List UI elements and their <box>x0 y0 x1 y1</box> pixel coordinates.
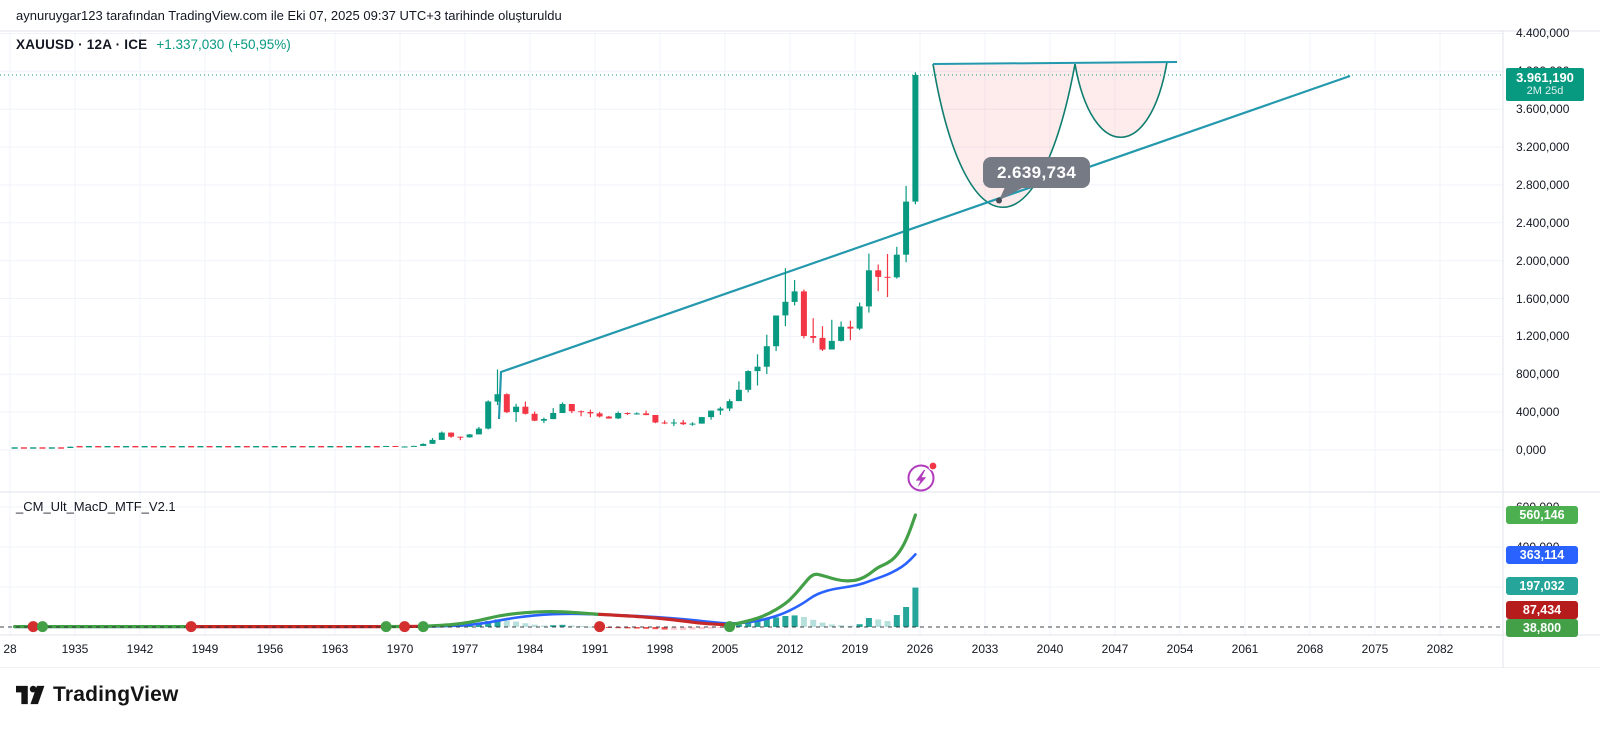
price-axis-label: 400,000 <box>1516 405 1560 420</box>
tradingview-logo[interactable]: TradingView <box>16 682 179 708</box>
time-axis-label: 2026 <box>906 642 934 656</box>
symbol-title: XAUUSD · 12A · ICE <box>16 37 148 52</box>
attribution-text: aynuruygar123 tarafından TradingView.com… <box>16 8 562 23</box>
current-price-value: 3.961,190 <box>1516 70 1574 85</box>
time-axis-label: 28 <box>3 642 17 656</box>
time-axis-label: 1942 <box>126 642 154 656</box>
time-axis-label: 2075 <box>1361 642 1389 656</box>
time-axis-label: 2012 <box>776 642 804 656</box>
time-axis-label: 2019 <box>841 642 869 656</box>
time-axis-label: 2040 <box>1036 642 1064 656</box>
price-axis-label: 0,000 <box>1516 443 1547 457</box>
price-axis-label: 4.400,000 <box>1516 26 1570 41</box>
price-axis-label: 3.200,000 <box>1516 140 1570 155</box>
time-axis-label: 2033 <box>971 642 999 656</box>
price-axis-label: 1.200,000 <box>1516 329 1570 344</box>
time-axis-label: 1935 <box>61 642 89 656</box>
footer: TradingView <box>0 668 1600 745</box>
current-price-badge: 3.961,190 2M 25d <box>1506 68 1584 101</box>
tradingview-logo-icon <box>16 685 45 705</box>
tooltip-price: 2.639,734 <box>997 163 1077 182</box>
time-axis-label: 2068 <box>1296 642 1324 656</box>
price-axis-label: 800,000 <box>1516 367 1560 382</box>
price-axis-label: 1.600,000 <box>1516 291 1570 306</box>
time-axis-label: 1956 <box>256 642 284 656</box>
indicator-value-badge: 560,146 <box>1506 506 1578 524</box>
time-axis-label: 1991 <box>581 642 609 656</box>
time-axis-label: 2047 <box>1101 642 1129 656</box>
price-tooltip: 2.639,734 <box>983 157 1091 188</box>
time-axis-label: 2054 <box>1166 642 1194 656</box>
time-axis-label: 2005 <box>711 642 739 656</box>
time-axis-label: 2082 <box>1426 642 1454 656</box>
time-axis-label: 2061 <box>1231 642 1259 656</box>
price-axis-label: 3.600,000 <box>1516 102 1570 117</box>
candle-countdown: 2M 25d <box>1526 85 1564 97</box>
indicator-value-badge: 38,800 <box>1506 619 1578 637</box>
indicator-value-badge: 87,434 <box>1506 601 1578 619</box>
flash-icon <box>907 461 938 492</box>
indicator-value-badge: 197,032 <box>1506 577 1578 595</box>
tradingview-logo-text: TradingView <box>53 683 179 706</box>
time-axis-label: 1977 <box>451 642 479 656</box>
indicator-value-badge: 363,114 <box>1506 546 1578 564</box>
time-axis-label: 1949 <box>191 642 219 656</box>
indicator-title[interactable]: _CM_Ult_MacD_MTF_V2.1 <box>16 499 176 514</box>
price-axis-label: 2.800,000 <box>1516 177 1570 192</box>
time-axis-label: 1998 <box>646 642 674 656</box>
chart-canvas[interactable] <box>0 0 1600 668</box>
price-axis-label: 2.400,000 <box>1516 215 1570 230</box>
time-axis-label: 1963 <box>321 642 349 656</box>
time-axis-label: 1984 <box>516 642 544 656</box>
symbol-change: +1.337,030 (+50,95%) <box>156 37 291 52</box>
price-axis-label: 2.000,000 <box>1516 253 1570 268</box>
symbol-legend[interactable]: XAUUSD · 12A · ICE +1.337,030 (+50,95%) <box>16 37 291 52</box>
time-axis-label: 1970 <box>386 642 414 656</box>
